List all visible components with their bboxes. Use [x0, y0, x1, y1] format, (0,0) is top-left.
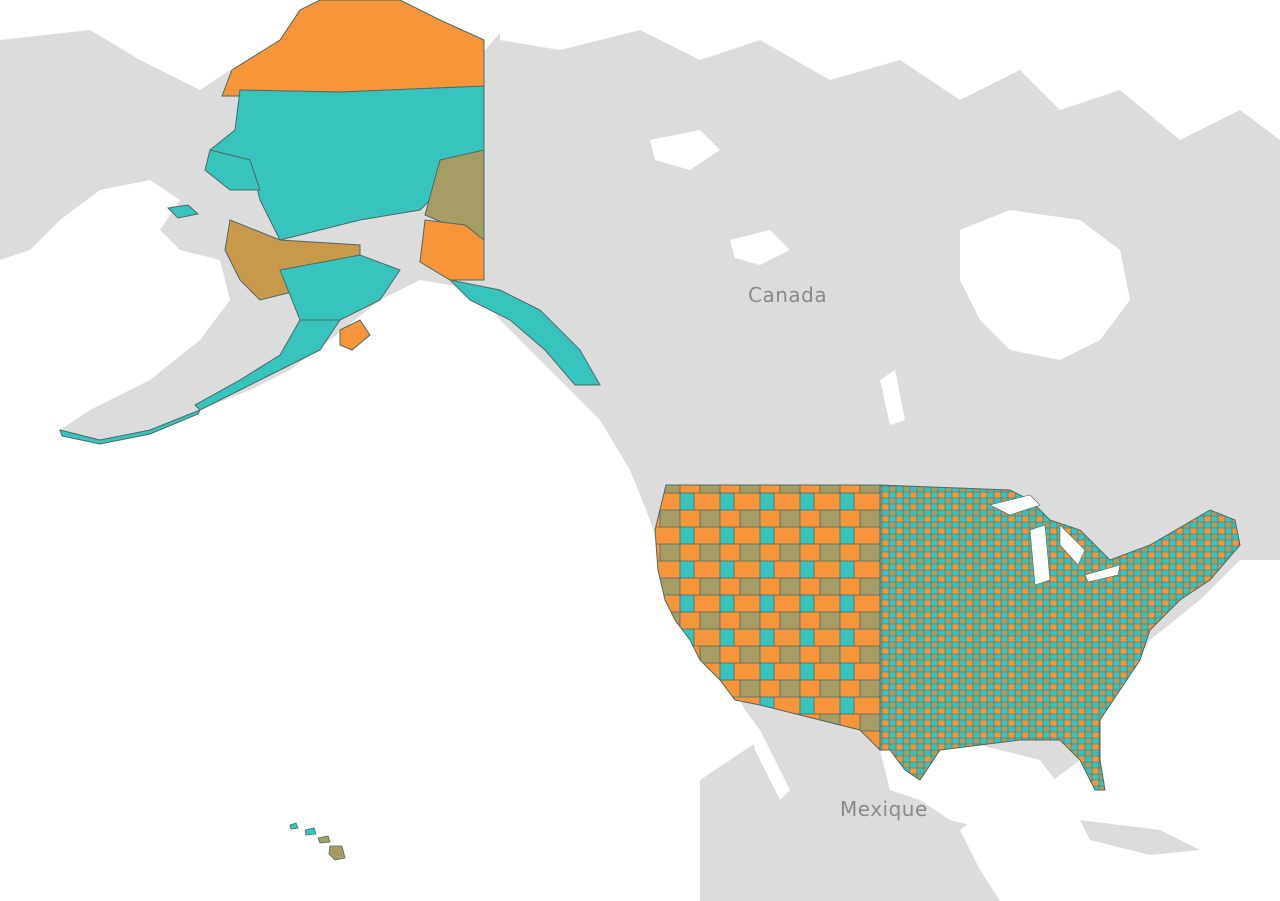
arctic-water	[500, 0, 1280, 140]
hudson-bay	[960, 210, 1130, 360]
hawaii-island-3	[317, 835, 331, 844]
hawaii-big-island	[328, 845, 346, 861]
alaska-north	[221, 0, 485, 97]
alaska-peninsula	[194, 319, 341, 411]
label-mexico: Mexique	[840, 797, 928, 821]
hawaii-island-1	[289, 822, 299, 830]
contiguous-us-region[interactable]	[654, 484, 1241, 791]
kodiak	[339, 319, 371, 351]
st-lawrence-island	[166, 204, 200, 219]
alaska-west-coast	[204, 149, 261, 191]
great-lake-slave	[730, 230, 790, 265]
lower-land	[700, 740, 880, 901]
alaska-region[interactable]	[59, 0, 601, 445]
great-lake-bear	[650, 130, 720, 170]
gulf-california	[745, 710, 790, 800]
alaska-panhandle	[448, 279, 601, 386]
caribbean-land	[1080, 820, 1200, 855]
aleutian-chain	[59, 409, 202, 445]
label-canada: Canada	[748, 283, 828, 307]
alaska-southeast-orange	[419, 219, 485, 281]
us-west	[654, 484, 881, 752]
water-layer	[500, 0, 1280, 830]
hawaii-region[interactable]	[289, 822, 346, 861]
great-lakes	[989, 494, 1121, 586]
lake-winnipeg	[880, 370, 905, 425]
hawaii-island-2	[304, 827, 317, 836]
us-east	[879, 484, 1241, 791]
